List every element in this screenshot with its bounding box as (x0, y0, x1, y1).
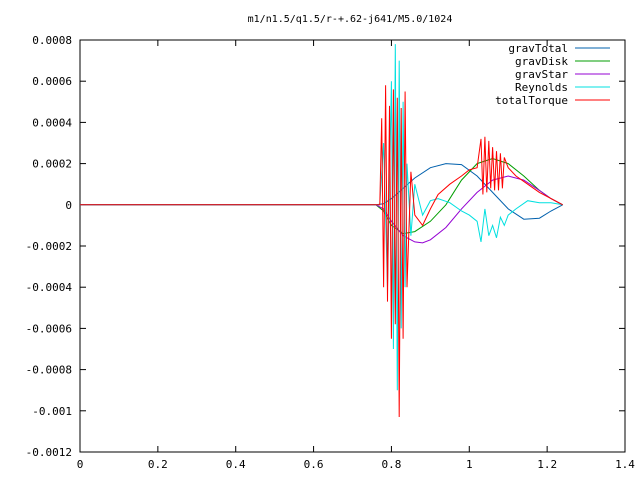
series-line-Reynolds (80, 44, 563, 391)
y-tick-label: 0.0008 (32, 34, 72, 47)
x-tick-label: 0.4 (226, 458, 246, 471)
y-tick-label: -0.0006 (26, 322, 72, 335)
y-tick-label: 0.0006 (32, 75, 72, 88)
x-tick-label: 0.6 (304, 458, 324, 471)
x-axis: 0 0.2 0.4 0.6 0.8 1 1.2 1.4 (77, 40, 635, 471)
legend-label: gravTotal (508, 42, 568, 55)
y-axis: 0.0008 0.0006 0.0004 0.0002 0 -0.0002 -0.0004 -… (26, 34, 625, 459)
legend-label: Reynolds (515, 81, 568, 94)
series-line-gravDisk (80, 157, 563, 235)
y-tick-label: 0.0004 (32, 116, 72, 129)
x-tick-label: 0.8 (381, 458, 401, 471)
chart-title: m1/n1.5/q1.5/r-+.62-j641/M5.0/1024 (248, 14, 453, 25)
y-tick-label: 0 (65, 199, 72, 212)
y-tick-label: -0.001 (32, 405, 72, 418)
x-tick-label: 1 (466, 458, 473, 471)
series-layer (80, 44, 563, 418)
x-tick-label: 1.4 (615, 458, 635, 471)
y-tick-label: -0.0002 (26, 240, 72, 253)
y-tick-label: -0.0004 (26, 281, 73, 294)
x-tick-label: 1.2 (537, 458, 557, 471)
legend: gravTotalgravDiskgravStarReynoldstotalTo… (495, 42, 610, 107)
x-tick-label: 0.2 (148, 458, 168, 471)
x-tick-label: 0 (77, 458, 84, 471)
y-tick-label: 0.0002 (32, 158, 72, 171)
legend-label: totalTorque (495, 94, 568, 107)
series-line-totalTorque (80, 85, 563, 418)
legend-label: gravStar (515, 68, 568, 81)
y-tick-label: -0.0008 (26, 364, 72, 377)
y-tick-label: -0.0012 (26, 446, 72, 459)
legend-label: gravDisk (515, 55, 568, 68)
series-line-gravTotal (80, 163, 563, 220)
